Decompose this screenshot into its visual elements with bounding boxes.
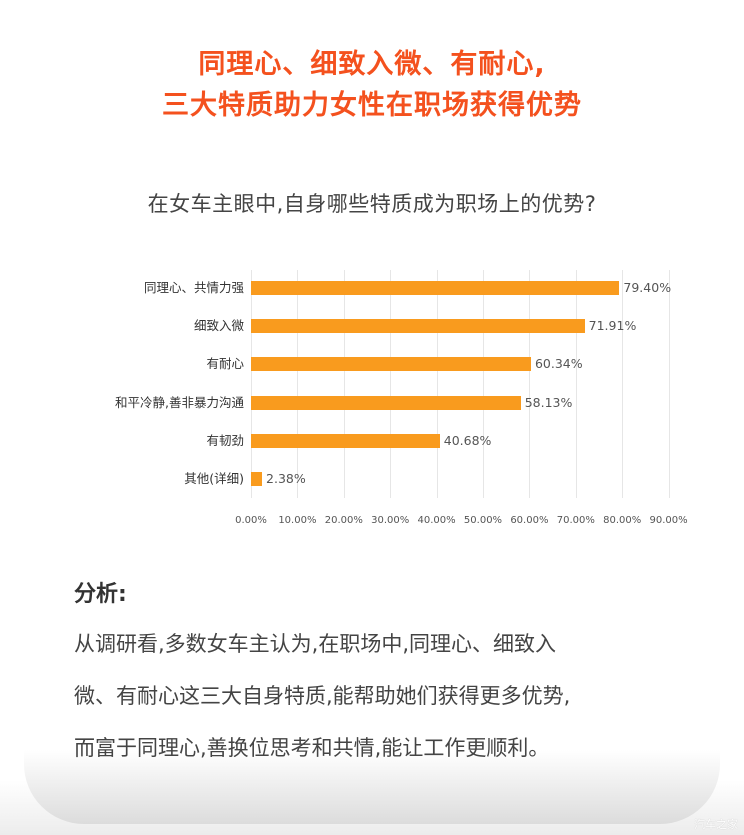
x-tick-label: 30.00% [371, 515, 410, 526]
gridline [297, 270, 299, 498]
gridline [575, 270, 577, 498]
x-tick-label: 0.00% [235, 515, 267, 526]
category-label: 其他(详细) [184, 471, 244, 486]
headline-line-1: 同理心、细致入微、有耐心, [198, 49, 546, 80]
x-tick-label: 70.00% [556, 515, 595, 526]
gridline [529, 270, 531, 498]
gridline [483, 270, 484, 498]
value-label: 79.40% [623, 280, 672, 295]
analysis-line-3: 而富于同理心,善换位思考和共情,能让工作更顺利。 [74, 736, 550, 760]
category-label: 同理心、共情力强 [143, 280, 244, 295]
x-tick-label: 60.00% [510, 515, 549, 526]
watermark: 汽车之家 [694, 818, 738, 831]
gridline [390, 270, 392, 498]
analysis-line-2: 微、有耐心这三大自身特质,能帮助她们获得更多优势, [74, 684, 571, 708]
chart-title: 在女车主眼中,自身哪些特质成为职场上的优势? [147, 192, 597, 216]
value-label: 58.13% [524, 395, 573, 410]
x-tick-label: 10.00% [278, 515, 317, 526]
bar [251, 472, 263, 486]
gridline [622, 270, 624, 498]
value-label: 40.68% [443, 433, 492, 448]
bar [251, 434, 440, 448]
value-label: 71.91% [588, 318, 637, 333]
x-tick-label: 80.00% [603, 515, 642, 526]
x-tick-label: 90.00% [649, 515, 688, 526]
value-label: 2.38% [266, 471, 306, 486]
category-label: 有耐心 [206, 356, 244, 371]
headline-line-2: 三大特质助力女性在职场获得优势 [162, 90, 582, 121]
gridline [251, 270, 252, 498]
gridline [668, 270, 670, 498]
category-label: 和平冷静,善非暴力沟通 [115, 395, 244, 410]
value-label: 60.34% [534, 356, 583, 371]
category-label: 有韧劲 [206, 433, 244, 448]
bar [251, 281, 620, 295]
bar [251, 396, 521, 410]
content-card [24, 0, 720, 824]
x-tick-label: 50.00% [463, 515, 503, 526]
x-tick-label: 40.00% [417, 515, 456, 526]
category-label: 细致入微 [193, 318, 244, 333]
bar [251, 357, 531, 371]
analysis-line-1: 从调研看,多数女车主认为,在职场中,同理心、细致入 [74, 632, 557, 656]
bar [251, 319, 585, 333]
x-tick-label: 20.00% [324, 515, 363, 526]
analysis-title: 分析: [74, 582, 127, 607]
gridline [343, 270, 345, 498]
bar-chart: 0.00% 10.00% 20.00% 30.00% 40.00% 50.00% 60.00… [115, 270, 688, 526]
gridline [436, 270, 438, 498]
